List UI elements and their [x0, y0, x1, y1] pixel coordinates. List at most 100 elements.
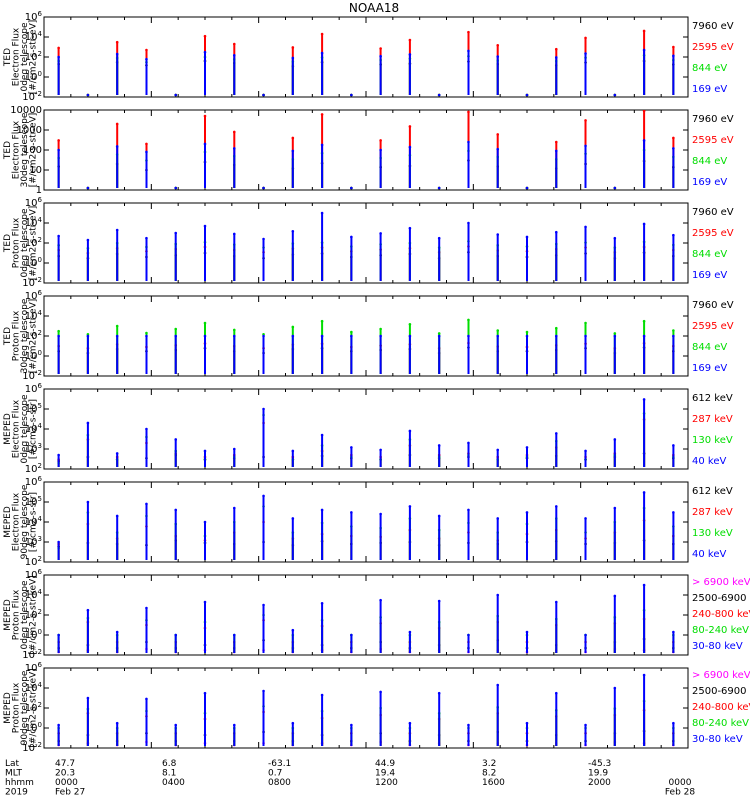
series-169-ev [57, 50, 675, 95]
data-point [291, 149, 295, 153]
data-point [262, 186, 265, 190]
y-axis-label-line: 0deg telescope [20, 208, 30, 278]
data-point [350, 93, 353, 97]
data-point [115, 324, 119, 328]
data-point [145, 606, 148, 610]
data-point [145, 57, 148, 61]
orbit-info: Lat 47.7 6.8 -63.1 44.9 3.2 -45.3 MLT 20.3 8.1 0.7… [5, 759, 695, 798]
panel-frame [43, 295, 689, 377]
y-axis-label-line: 30deg telescope [20, 298, 30, 373]
data-point [584, 723, 587, 727]
data-point [232, 334, 236, 338]
series-169-ev [57, 213, 675, 281]
legend-entry: 30-80 keV [692, 641, 743, 652]
data-point [232, 723, 236, 727]
data-point [525, 721, 529, 725]
series-7960-ev [57, 160, 675, 188]
data-point [145, 697, 148, 701]
y-tick-label: 100 [23, 145, 42, 156]
data-point [496, 55, 500, 58]
y-tick-label: 102 [25, 50, 42, 63]
y-tick-label: 10-2 [22, 648, 42, 661]
data-point [291, 449, 295, 453]
y-tick-label: 105 [25, 495, 42, 508]
data-point [672, 511, 675, 514]
data-point [115, 514, 119, 518]
series-80-240-kev [57, 701, 675, 746]
y-tick-label: 102 [25, 555, 42, 568]
y-tick-label: 102 [25, 701, 42, 714]
y-axis-label-line: [#/cm2-s-str-eV] [29, 299, 39, 374]
data-point [379, 598, 382, 602]
orbit-row-label: MLT [5, 769, 23, 779]
series-7960-ev [57, 61, 675, 95]
y-tick-label: 1 [36, 185, 42, 196]
data-point [320, 143, 324, 147]
y-tick-label: 102 [25, 462, 42, 475]
data-point [262, 603, 265, 607]
data-point [584, 52, 587, 55]
data-point [291, 325, 295, 329]
data-point [408, 334, 412, 338]
data-point [174, 93, 178, 97]
data-point [467, 508, 470, 512]
y-axis-label-line: 90deg telescope [20, 484, 30, 559]
y-tick-label: 106 [25, 289, 43, 302]
panel-frame [43, 109, 689, 191]
data-point [262, 494, 265, 498]
y-axis-label-line: 0deg telescope [20, 22, 30, 92]
data-point [291, 136, 295, 140]
data-point [525, 334, 529, 338]
data-point [408, 630, 412, 634]
legend-entry: 130 keV [692, 528, 733, 539]
y-tick-label: 102 [25, 236, 42, 249]
y-tick-label: 104 [25, 588, 43, 601]
legend-entry: 7960 eV [692, 300, 734, 311]
data-point [379, 139, 382, 142]
data-point [350, 723, 353, 727]
y-axis-label-line: [#/cm2-s-str-eV] [29, 113, 39, 188]
data-point [145, 150, 148, 154]
data-point [291, 628, 295, 632]
series-40-kev [57, 492, 675, 560]
data-point [262, 334, 265, 338]
data-point [584, 225, 587, 229]
data-point [496, 448, 500, 452]
data-point [496, 43, 500, 47]
x-end-date: Feb 28 [665, 788, 696, 798]
data-point [496, 133, 500, 136]
orbit-row-label: Lat [5, 759, 20, 769]
data-point [174, 186, 178, 190]
y-axis-label-line: [#/cm2-s-str] [29, 492, 39, 552]
data-point [57, 453, 60, 457]
data-point [554, 600, 558, 604]
data-point [554, 691, 558, 695]
data-point [145, 142, 148, 146]
data-point [379, 327, 382, 331]
data-point [437, 334, 441, 338]
data-point [350, 633, 353, 637]
data-point [672, 233, 675, 237]
legend-entry: 7960 eV [692, 21, 734, 32]
y-tick-label: 105 [25, 402, 42, 415]
orbit-value: 0400 [162, 778, 185, 788]
legend-entry: 612 keV [692, 486, 733, 497]
y-tick-label: 106 [25, 568, 43, 581]
data-point [232, 53, 236, 57]
series-2595-ev [57, 31, 675, 95]
data-point [320, 433, 324, 437]
data-point [437, 514, 441, 518]
data-point [174, 723, 178, 727]
data-point [232, 506, 236, 510]
data-point [86, 238, 90, 242]
y-axis-label-line: Electron Flux [12, 120, 22, 179]
data-point [613, 438, 617, 441]
series-7960-ev [57, 252, 675, 281]
data-point [437, 691, 441, 695]
y-axis-label-line: Proton Flux [12, 310, 22, 361]
orbit-value: 8.2 [482, 769, 496, 779]
data-point [57, 46, 60, 50]
data-point [115, 721, 119, 725]
data-point [291, 334, 295, 338]
